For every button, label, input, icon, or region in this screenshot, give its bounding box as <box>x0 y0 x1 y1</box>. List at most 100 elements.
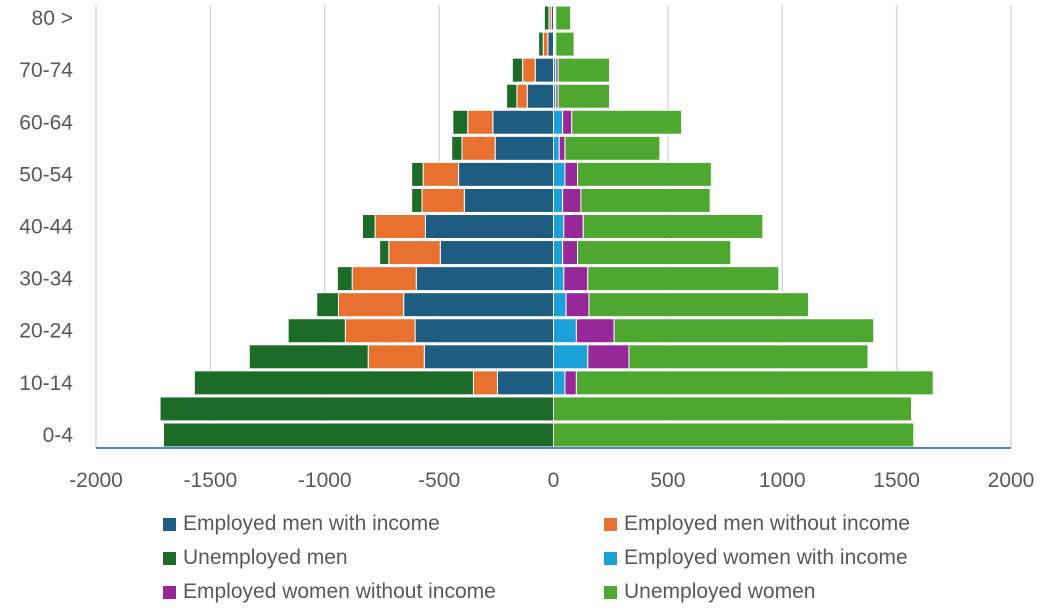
bar-employed-women-without-income-8 <box>563 214 584 239</box>
y-tick-label: 60-64 <box>19 111 73 134</box>
bar-unemployed-women-6 <box>587 266 780 292</box>
bar-unemployed-men-4 <box>287 318 346 344</box>
bar-unemployed-men-8 <box>361 214 376 239</box>
legend-item: Employed men without income <box>604 512 910 536</box>
bar-employed-women-without-income-2 <box>564 370 577 396</box>
bar-employed-men-with-income-5 <box>403 292 555 318</box>
bar-employed-women-without-income-6 <box>563 266 589 292</box>
bar-employed-men-without-income-2 <box>472 370 498 396</box>
x-tick-label: 1500 <box>873 469 920 492</box>
bar-unemployed-women-2 <box>575 370 934 396</box>
bar-employed-men-without-income-5 <box>337 292 405 318</box>
bar-employed-men-with-income-6 <box>415 266 554 292</box>
bar-unemployed-men-0 <box>162 422 554 448</box>
legend-item: Employed women without income <box>163 580 496 604</box>
legend-item: Employed men with income <box>163 512 440 536</box>
legend-swatch <box>163 551 176 565</box>
x-tick-label: 2000 <box>988 469 1035 492</box>
bar-employed-men-with-income-11 <box>494 135 555 161</box>
bar-unemployed-women-0 <box>553 422 915 448</box>
bar-employed-men-without-income-14 <box>522 57 536 83</box>
bar-employed-women-with-income-11 <box>553 135 560 161</box>
bar-employed-men-with-income-8 <box>424 214 554 239</box>
bar-employed-men-with-income-9 <box>463 187 555 213</box>
bar-employed-men-with-income-13 <box>526 83 554 109</box>
bar-unemployed-women-7 <box>577 240 732 266</box>
bar-unemployed-women-8 <box>582 214 764 239</box>
bar-employed-women-without-income-3 <box>587 344 630 370</box>
legend-label: Employed men with income <box>183 512 440 535</box>
bar-employed-men-with-income-14 <box>534 57 555 83</box>
bar-unemployed-women-13 <box>557 83 611 109</box>
legend-item: Employed women with income <box>604 546 908 570</box>
legend-swatch <box>604 517 617 531</box>
legend-item: Unemployed men <box>163 546 348 570</box>
bar-employed-women-with-income-8 <box>553 214 565 239</box>
bar-employed-women-without-income-5 <box>565 292 590 318</box>
bar-employed-women-with-income-12 <box>553 109 564 135</box>
bar-employed-women-with-income-2 <box>553 370 566 396</box>
bar-unemployed-women-9 <box>580 187 711 213</box>
bar-unemployed-men-6 <box>336 266 353 292</box>
bar-unemployed-men-16 <box>543 5 550 31</box>
y-tick-label: 0-4 <box>43 424 74 447</box>
x-tick-label: -2000 <box>69 469 123 492</box>
bar-employed-women-without-income-12 <box>562 109 573 135</box>
bar-employed-women-with-income-4 <box>553 318 577 344</box>
bar-employed-men-with-income-2 <box>496 370 554 396</box>
bar-employed-women-with-income-9 <box>553 187 564 213</box>
bar-unemployed-women-11 <box>564 135 661 161</box>
bar-employed-women-without-income-11 <box>558 135 566 161</box>
bar-employed-men-with-income-7 <box>439 240 554 266</box>
legend-label: Employed women with income <box>624 546 908 569</box>
bar-employed-men-without-income-7 <box>388 240 441 266</box>
bar-unemployed-women-15 <box>555 31 575 57</box>
bar-unemployed-women-14 <box>557 57 611 83</box>
bar-unemployed-women-3 <box>628 344 869 370</box>
y-tick-label: 50-54 <box>19 163 73 186</box>
bar-unemployed-men-3 <box>248 344 369 370</box>
bar-employed-women-without-income-4 <box>575 318 615 344</box>
legend-swatch <box>604 551 617 565</box>
bar-unemployed-men-5 <box>316 292 339 318</box>
bar-unemployed-women-4 <box>613 318 875 344</box>
bar-unemployed-men-7 <box>379 240 390 266</box>
bar-employed-women-with-income-6 <box>553 266 565 292</box>
x-tick-label: 0 <box>548 469 560 492</box>
bar-unemployed-women-5 <box>588 292 810 318</box>
legend-label: Employed women without income <box>183 580 496 603</box>
bar-unemployed-men-10 <box>411 161 424 187</box>
x-tick-label: 1000 <box>759 469 806 492</box>
bar-unemployed-men-2 <box>193 370 474 396</box>
bar-employed-men-without-income-6 <box>351 266 417 292</box>
legend-label: Unemployed men <box>183 546 348 569</box>
y-tick-label: 40-44 <box>19 216 73 239</box>
bar-employed-men-without-income-12 <box>467 109 494 135</box>
legend-label: Unemployed women <box>624 580 816 603</box>
bar-employed-women-with-income-5 <box>553 292 567 318</box>
x-tick-label: -1000 <box>298 469 352 492</box>
legend-swatch <box>163 517 176 531</box>
bar-employed-men-without-income-8 <box>374 214 426 239</box>
y-tick-label: 70-74 <box>19 59 73 82</box>
bar-employed-men-without-income-15 <box>542 31 549 57</box>
y-tick-label: 10-14 <box>19 372 73 395</box>
y-tick-label: 80 > <box>32 7 73 30</box>
bar-unemployed-men-1 <box>159 396 555 422</box>
bar-employed-women-without-income-9 <box>562 187 582 213</box>
bar-employed-women-with-income-3 <box>553 344 589 370</box>
bar-employed-men-without-income-4 <box>344 318 416 344</box>
y-axis-labels: 0-4 10-14 20-24 30-34 40-44 50-54 60-64 70-74 80… <box>19 7 73 447</box>
bar-employed-men-with-income-10 <box>458 161 555 187</box>
bar-employed-men-without-income-10 <box>422 161 460 187</box>
legend-swatch <box>163 585 176 599</box>
bar-unemployed-men-15 <box>538 31 544 57</box>
x-tick-label: -1500 <box>184 469 238 492</box>
x-tick-label: -500 <box>418 469 460 492</box>
bar-unemployed-men-11 <box>451 135 463 161</box>
legend-swatch <box>604 585 617 599</box>
bar-unemployed-women-10 <box>577 161 712 187</box>
y-tick-label: 20-24 <box>19 320 73 343</box>
bar-employed-men-with-income-15 <box>547 31 554 57</box>
